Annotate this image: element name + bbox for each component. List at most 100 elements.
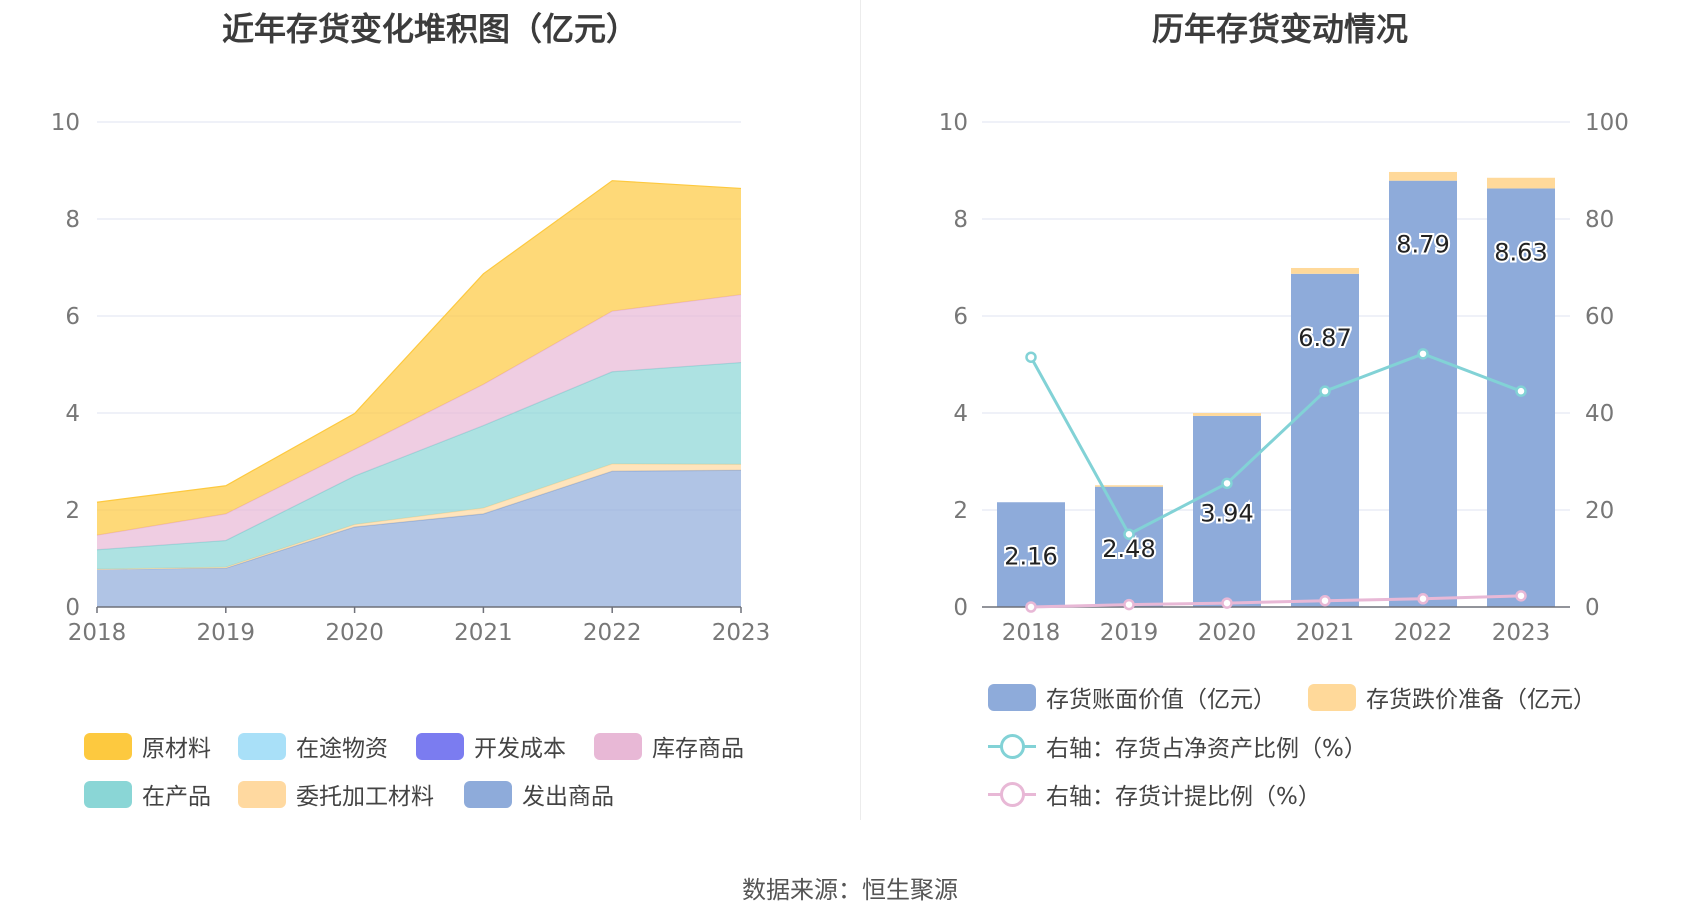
legend-item[interactable]: 在产品 xyxy=(84,779,211,810)
line-point-line_provision xyxy=(1221,597,1233,609)
legend-label: 发出商品 xyxy=(522,784,614,810)
line-point-line_ratio xyxy=(1221,477,1233,490)
line-point-line_provision xyxy=(1025,601,1037,613)
legend-label: 在途物资 xyxy=(296,736,388,762)
bar-data-label: 2.16 xyxy=(1004,543,1057,571)
line-series-line_provision xyxy=(1030,594,1522,609)
right-y-tick-label: 8 xyxy=(953,207,968,233)
right-y-tick-label: 0 xyxy=(953,595,968,621)
right-y-tick-label: 6 xyxy=(953,304,968,330)
legend-item[interactable]: 右轴：存货占净资产比例（%） xyxy=(988,731,1367,762)
legend-swatch xyxy=(464,780,512,808)
legend-item[interactable]: 库存商品 xyxy=(594,731,744,762)
area-series-stock_goods xyxy=(97,294,741,550)
legend-swatch xyxy=(238,780,286,808)
bar-data-label: 8.79 xyxy=(1396,231,1449,259)
bar-book-value xyxy=(1291,273,1359,607)
legend-label: 在产品 xyxy=(142,784,211,810)
legend-item[interactable]: 存货账面价值（亿元） xyxy=(988,682,1276,713)
line-point-line_provision xyxy=(1319,594,1331,607)
right-x-tick-label: 2020 xyxy=(1198,620,1257,646)
left-y-tick-label: 4 xyxy=(65,401,80,427)
legend-item[interactable]: 开发成本 xyxy=(416,731,566,762)
line-point-line_ratio xyxy=(1319,385,1331,397)
legend-swatch xyxy=(1308,683,1356,711)
bar-book-value xyxy=(1389,180,1457,607)
bar-reserve xyxy=(1487,177,1555,189)
area-edge-raw_material xyxy=(96,180,742,503)
bar-data-label: 2.48 xyxy=(1102,535,1155,563)
bar-reserve xyxy=(1291,267,1359,274)
area-series-shipped xyxy=(97,470,741,607)
right-y2-tick-label: 100 xyxy=(1585,110,1629,136)
legend-swatch xyxy=(988,733,1036,760)
right-y2-tick-label: 60 xyxy=(1585,304,1614,330)
legend-swatch xyxy=(238,732,286,760)
legend-label: 存货账面价值（亿元） xyxy=(1046,687,1276,713)
left-x-tick-label: 2019 xyxy=(197,620,256,646)
legend-item[interactable]: 右轴：存货计提比例（%） xyxy=(988,779,1321,810)
line-series-line_ratio xyxy=(1029,352,1522,537)
right-y2-tick-label: 20 xyxy=(1585,498,1614,524)
left-y-tick-label: 0 xyxy=(65,595,80,621)
left-x-tick-label: 2018 xyxy=(68,620,127,646)
bar-book-value xyxy=(1487,188,1555,607)
right-x-tick-label: 2022 xyxy=(1394,620,1453,646)
right-x-tick-label: 2019 xyxy=(1100,620,1159,646)
line-point-line_ratio xyxy=(1417,348,1429,360)
legend-swatch xyxy=(988,683,1036,711)
line-point-line_ratio xyxy=(1025,351,1037,363)
legend-item[interactable]: 原材料 xyxy=(84,731,211,762)
line-point-line_provision xyxy=(1123,598,1135,611)
line-point-line_provision xyxy=(1417,593,1429,605)
bar-data-label: 6.87 xyxy=(1298,324,1351,352)
left-x-tick-label: 2023 xyxy=(712,620,771,646)
left-x-tick-label: 2022 xyxy=(583,620,642,646)
legend-label: 存货跌价准备（亿元） xyxy=(1366,687,1596,713)
right-y2-tick-label: 0 xyxy=(1585,595,1600,621)
legend-label: 库存商品 xyxy=(652,736,744,762)
left-x-tick-label: 2021 xyxy=(454,620,513,646)
right-y-tick-label: 2 xyxy=(953,498,968,524)
legend-swatch xyxy=(988,781,1036,808)
legend-label: 委托加工材料 xyxy=(296,784,434,810)
legend-swatch xyxy=(84,780,132,808)
bar-reserve xyxy=(1389,171,1457,181)
legend-label: 原材料 xyxy=(142,736,211,762)
right-x-tick-label: 2021 xyxy=(1296,620,1355,646)
right-y2-tick-label: 40 xyxy=(1585,401,1614,427)
left-chart-title: 近年存货变化堆积图（亿元） xyxy=(221,10,638,48)
legend-item[interactable]: 委托加工材料 xyxy=(238,779,434,810)
right-x-tick-label: 2018 xyxy=(1002,620,1061,646)
legend-swatch xyxy=(416,732,464,760)
line-point-line_ratio xyxy=(1123,528,1135,540)
legend-item[interactable]: 在途物资 xyxy=(238,731,388,762)
right-y-tick-label: 10 xyxy=(939,110,968,136)
legend-marker xyxy=(1000,733,1025,759)
bar-reserve xyxy=(1095,485,1163,487)
right-y-tick-label: 4 xyxy=(953,401,968,427)
legend-item[interactable]: 存货跌价准备（亿元） xyxy=(1308,682,1596,713)
legend-swatch xyxy=(84,732,132,760)
bar-book-value xyxy=(1095,486,1163,607)
bar-book-value xyxy=(1193,415,1261,607)
left-y-tick-label: 8 xyxy=(65,207,80,233)
bar-data-label: 8.63 xyxy=(1494,238,1547,266)
bar-data-label: 3.94 xyxy=(1200,499,1253,527)
area-series-raw_material xyxy=(97,180,741,536)
right-x-tick-label: 2023 xyxy=(1492,620,1551,646)
line-point-line_ratio xyxy=(1515,385,1527,397)
line-point-line_provision xyxy=(1515,590,1527,602)
legend-label: 开发成本 xyxy=(474,736,566,762)
data-source: 数据来源：恒生聚源 xyxy=(742,876,958,904)
legend-label: 右轴：存货占净资产比例（%） xyxy=(1046,736,1367,762)
chart-divider xyxy=(860,0,861,820)
right-chart-title: 历年存货变动情况 xyxy=(1151,10,1408,48)
bar-book-value xyxy=(997,502,1065,607)
legend-item[interactable]: 发出商品 xyxy=(464,779,614,810)
bar-reserve xyxy=(1193,413,1261,416)
legend-label: 右轴：存货计提比例（%） xyxy=(1046,784,1321,810)
left-y-tick-label: 6 xyxy=(65,304,80,330)
area-series-wip xyxy=(97,362,741,570)
